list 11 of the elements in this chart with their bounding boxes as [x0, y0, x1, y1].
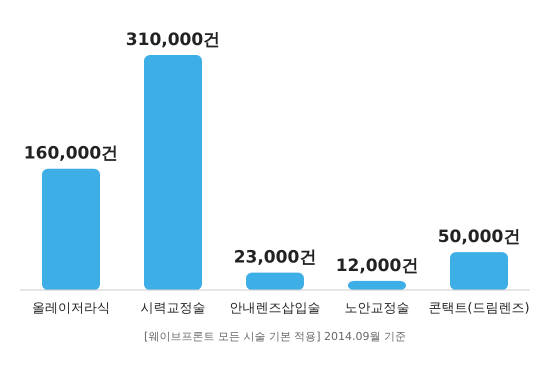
- text: [웨이브프론트 모든 시술 기본 적용] 2014.09월 기준: [144, 330, 406, 343]
- x-tick-label: 노안교정술: [344, 301, 410, 316]
- data-label: 12,000건: [336, 256, 418, 276]
- data-label: 310,000건: [126, 30, 220, 50]
- x-tick-label: 콘택트(드림렌즈): [428, 301, 530, 316]
- data-label: 160,000건: [24, 144, 118, 164]
- data-label: 23,000건: [234, 248, 316, 268]
- data-label: 50,000건: [438, 227, 520, 248]
- x-tick-label: 안내렌즈삽입술: [230, 301, 320, 316]
- x-tick-label: 시력교정술: [140, 301, 206, 316]
- x-tick-label: 올레이저라식: [32, 301, 110, 316]
